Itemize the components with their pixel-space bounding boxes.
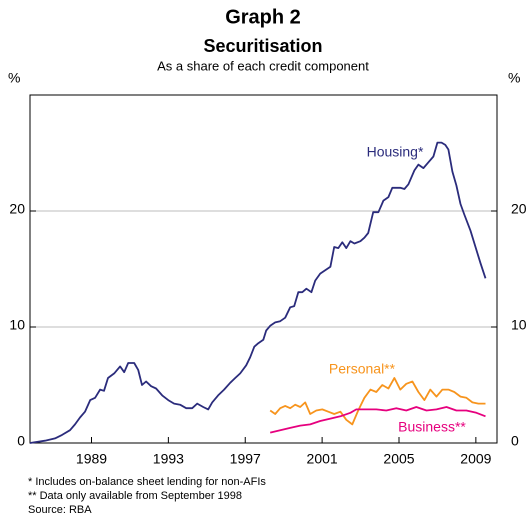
series-line [269, 377, 486, 426]
x-tick-label: 1997 [230, 451, 261, 467]
y2-tick-label: 20 [511, 201, 527, 217]
y-tick-label: 10 [9, 317, 25, 333]
x-tick-label: 1989 [76, 451, 107, 467]
chart-title: Graph 2 [225, 6, 301, 28]
x-tick-label: 2001 [307, 451, 338, 467]
y2-tick-label: 0 [511, 433, 519, 449]
footnote: * Includes on-balance sheet lending for … [28, 476, 266, 488]
footnote: ** Data only available from September 19… [28, 490, 242, 502]
footnote: Source: RBA [28, 504, 92, 516]
y-tick-label: 0 [17, 433, 25, 449]
series-line [269, 406, 486, 434]
series-label: Housing* [367, 144, 424, 160]
series-label: Personal** [329, 361, 396, 377]
series-line [29, 141, 487, 444]
x-tick-label: 2009 [460, 451, 491, 467]
plot-frame [29, 94, 498, 444]
y-tick-label: 20 [9, 201, 25, 217]
chart-subtitle: Securitisation [203, 36, 322, 56]
x-tick-label: 2005 [383, 451, 414, 467]
y2-tick-label: 10 [511, 317, 527, 333]
x-tick-label: 1993 [153, 451, 184, 467]
y2-unit: % [508, 70, 520, 86]
chart-description: As a share of each credit component [157, 58, 369, 73]
series-label: Business** [398, 419, 466, 435]
y-unit: % [8, 70, 20, 86]
